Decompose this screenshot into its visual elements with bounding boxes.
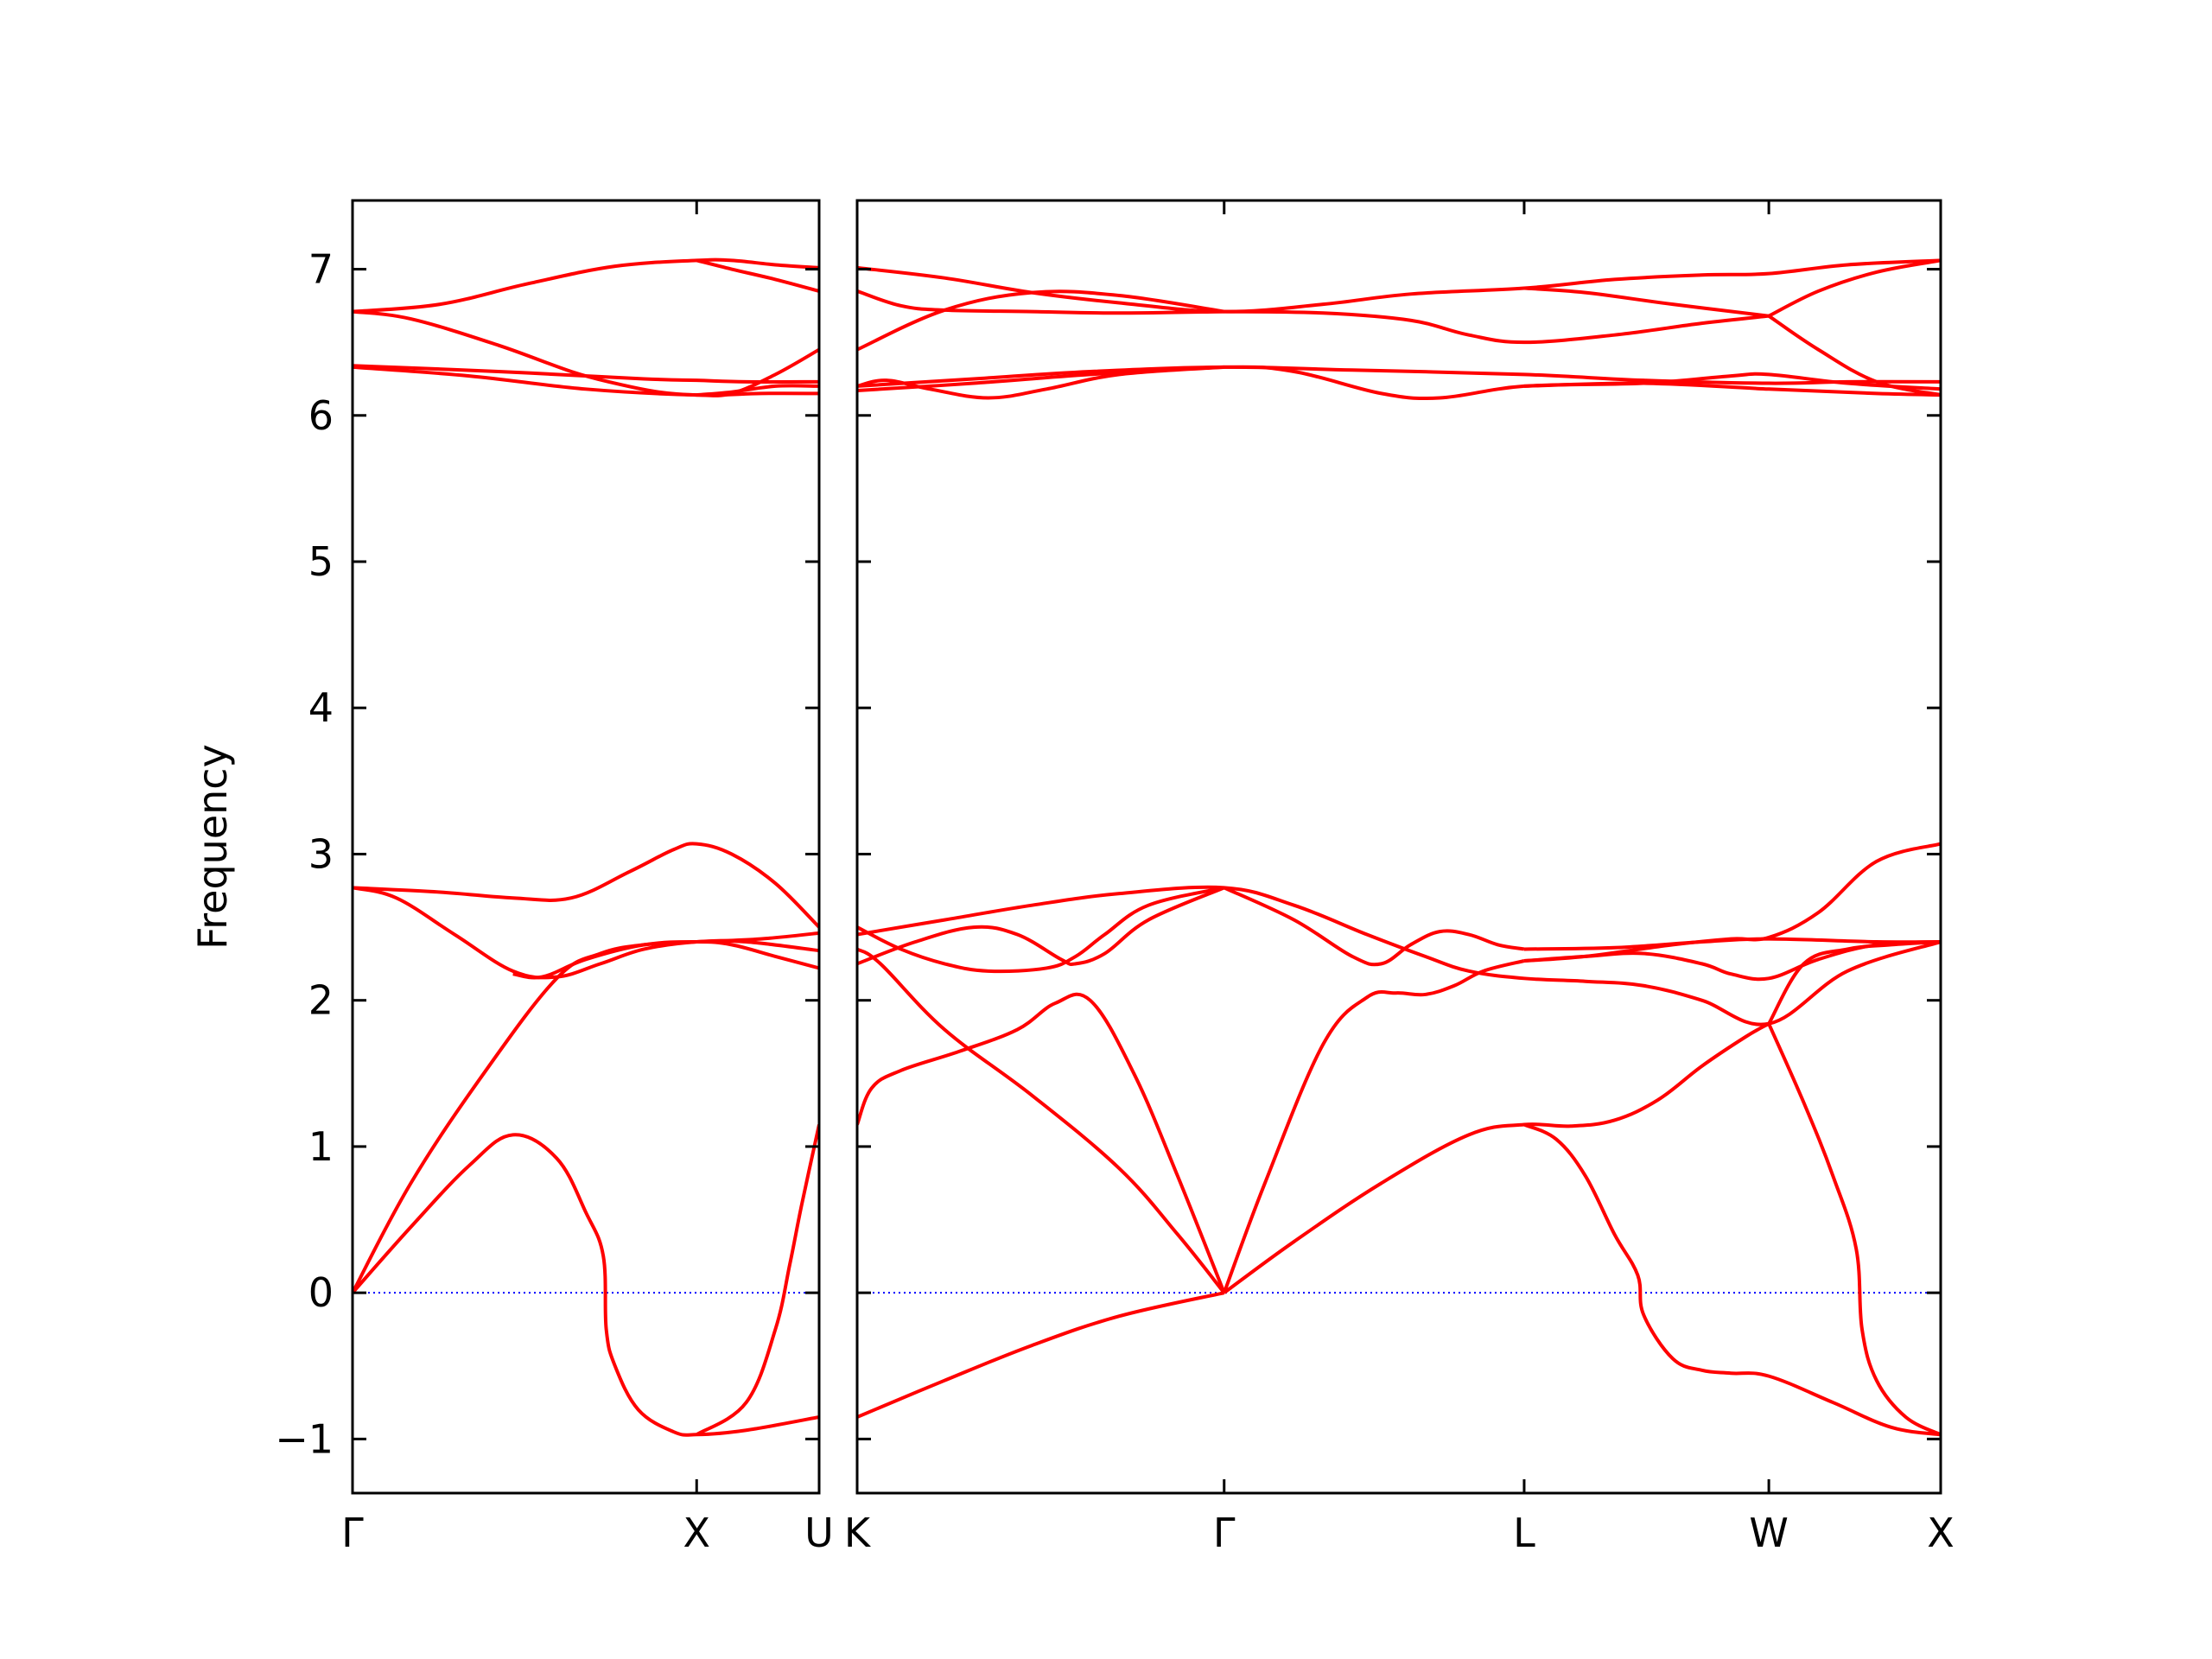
band-line-2-15 [1523, 940, 1941, 982]
band-line-2-2 [1223, 1022, 1770, 1294]
band-line-2-5 [1222, 959, 1525, 1294]
x-tick-label: K [844, 1510, 872, 1556]
y-tick-label: 2 [308, 977, 334, 1024]
band-line-2-16 [857, 258, 1941, 314]
x-tick-label: X [683, 1510, 710, 1556]
band-line-2-4 [857, 992, 1226, 1294]
chart-panels: −1 0 1 2 3 4 5 6 7 Γ X U K Γ L W X [275, 199, 1955, 1556]
band-line-2-20 [1523, 286, 1770, 318]
y-tick-label: 4 [308, 684, 334, 731]
band-line-2-24 [857, 365, 1941, 401]
band-line-1-2 [353, 931, 819, 1294]
band-line-1-7 [353, 257, 819, 314]
x-tick-label: Γ [341, 1510, 364, 1556]
band-line-1-11 [696, 258, 819, 293]
band-line-2-26 [1523, 381, 1941, 397]
x-tick-label: U [804, 1510, 834, 1556]
band-line-2-21 [1768, 258, 1941, 318]
band-line-1-5 [696, 1124, 819, 1437]
band-line-2-11 [857, 886, 1225, 966]
band-line-2-23 [857, 365, 1941, 388]
band-line-1-3 [353, 886, 819, 980]
y-tick-label: 1 [308, 1123, 334, 1170]
band-line-1-8 [353, 309, 819, 397]
band-line-1-4 [353, 842, 819, 929]
y-tick-label: 5 [308, 538, 334, 585]
panel-frame [351, 199, 821, 1495]
x-tick-label: X [1927, 1510, 1955, 1556]
band-line-2-7 [1767, 1022, 1941, 1437]
y-axis-label: Frequency [189, 744, 236, 950]
band-line-2-25 [857, 365, 1224, 400]
band-line-2-6 [1523, 1122, 1941, 1437]
y-tick-label: 6 [308, 392, 334, 439]
band-line-1-9 [353, 364, 819, 384]
x-tick-label: L [1513, 1510, 1535, 1556]
band-series-group [857, 258, 1941, 1437]
x-tick-label: W [1749, 1510, 1788, 1556]
band-line-2-18 [857, 289, 1224, 315]
band-line-1-10 [353, 365, 819, 397]
band-line-1-1 [353, 1133, 819, 1437]
y-tick-label: 3 [308, 830, 334, 877]
band-line-2-1 [857, 1291, 1225, 1419]
y-tick-label: 7 [308, 246, 334, 293]
band-line-2-19 [1224, 309, 1770, 345]
band-line-1-6 [512, 939, 819, 980]
band-series-group [353, 257, 819, 1437]
band-line-2-9 [857, 885, 1941, 1027]
band-line-2-22 [1767, 315, 1941, 397]
band-line-2-12 [1223, 886, 1525, 967]
panel-1: −1 0 1 2 3 4 5 6 7 Γ X U [275, 199, 834, 1556]
band-line-2-3 [857, 947, 1226, 1294]
x-tick-label: Γ [1213, 1510, 1236, 1556]
y-tick-label: 0 [308, 1269, 334, 1316]
band-line-2-17 [857, 289, 1225, 352]
band-line-1-12 [696, 384, 819, 397]
y-tick-label: −1 [275, 1415, 334, 1462]
panel-frame [855, 199, 1942, 1495]
band-line-2-10 [857, 886, 1225, 974]
